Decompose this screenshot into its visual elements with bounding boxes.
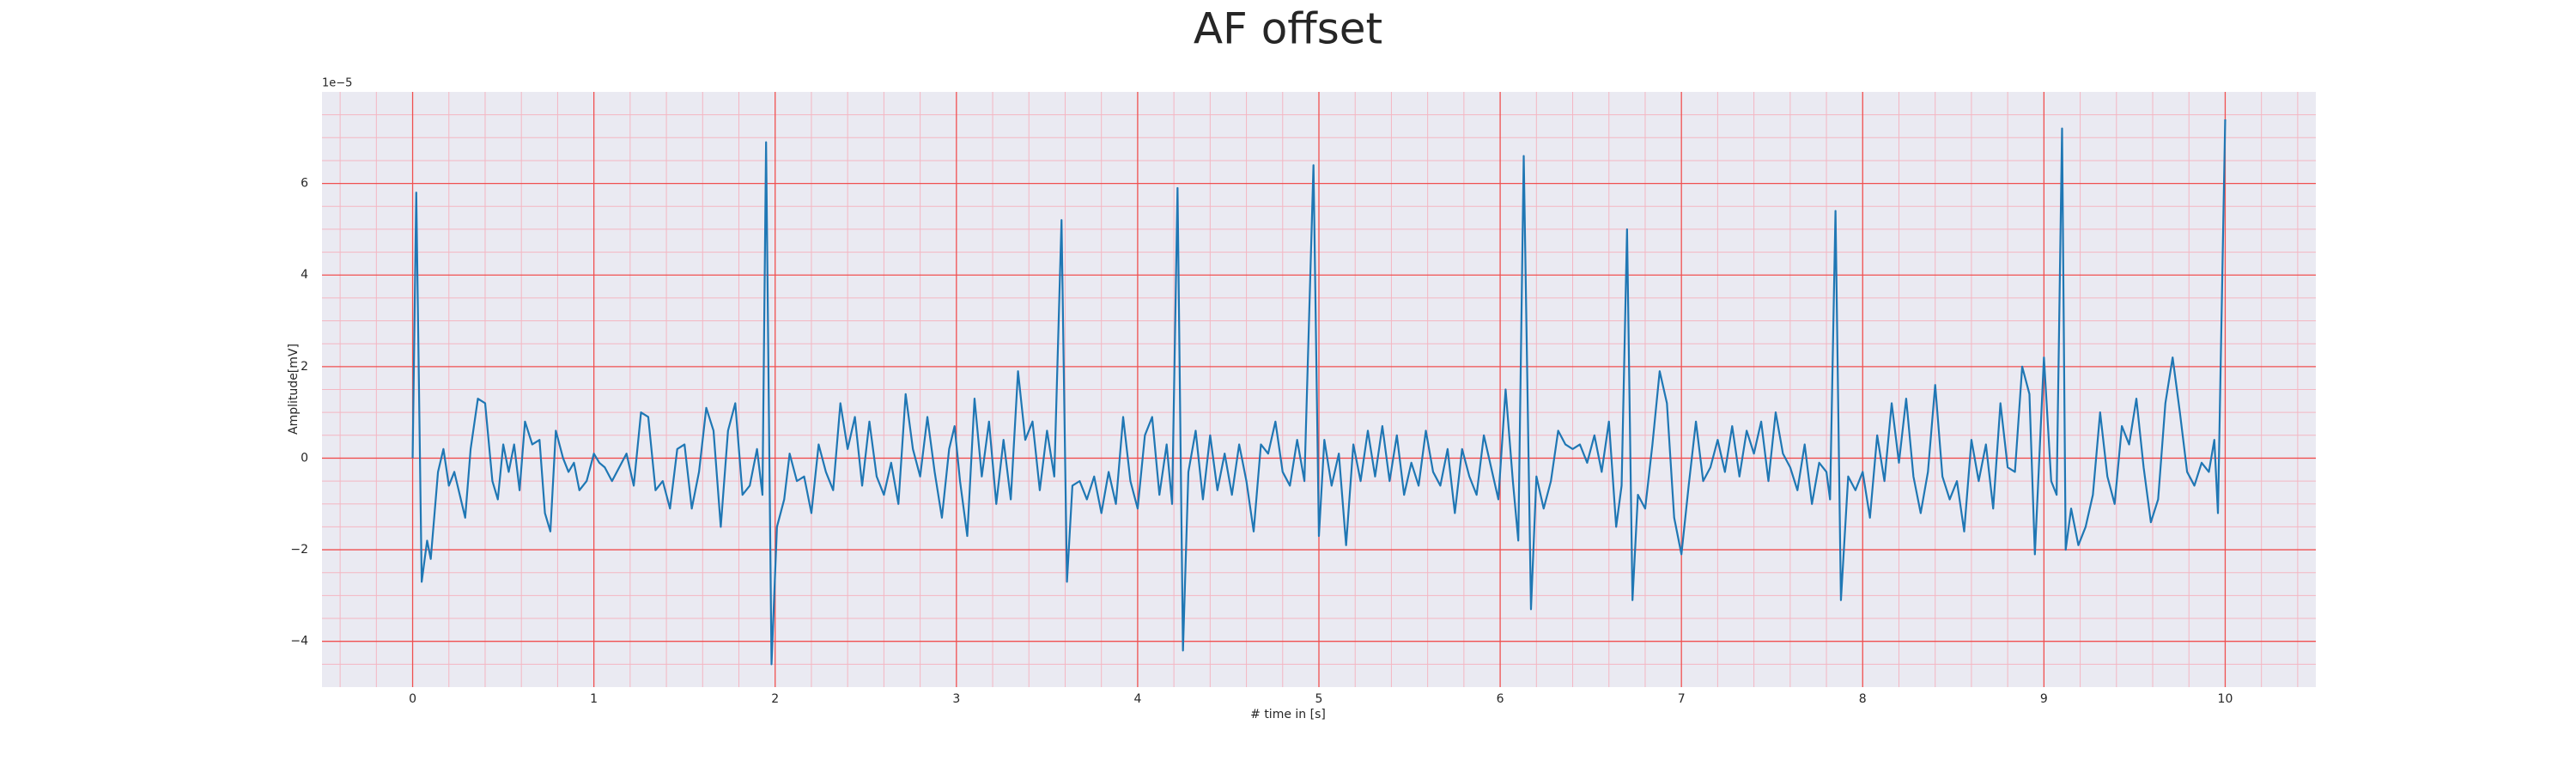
x-tick-label: 0 [409, 692, 416, 706]
y-tick-label: 6 [301, 177, 308, 191]
y-tick-label: 0 [301, 451, 308, 465]
x-tick-label: 5 [1315, 692, 1323, 706]
x-tick-label: 6 [1497, 692, 1504, 706]
chart-title: AF offset [1194, 4, 1382, 54]
grid [322, 92, 2316, 687]
x-tick-label: 7 [1678, 692, 1686, 706]
x-axis-label: # time in [s] [1250, 708, 1326, 721]
y-tick-label: 2 [301, 360, 308, 374]
x-tick-label: 1 [590, 692, 598, 706]
x-tick-label: 9 [2040, 692, 2048, 706]
line [411, 119, 2227, 666]
y-tick-label: 4 [301, 268, 308, 282]
y-tick-label: −4 [290, 635, 308, 648]
y-tick-label: −2 [290, 543, 308, 557]
x-tick-label: 3 [952, 692, 960, 706]
x-tick-label: 8 [1859, 692, 1867, 706]
x-tick-label: 2 [771, 692, 779, 706]
y-axis-label: Amplitude[mV] [287, 344, 301, 435]
y-offset-label: 1e−5 [322, 77, 352, 90]
x-tick-label: 4 [1133, 692, 1141, 706]
x-tick-label: 10 [2218, 692, 2233, 706]
